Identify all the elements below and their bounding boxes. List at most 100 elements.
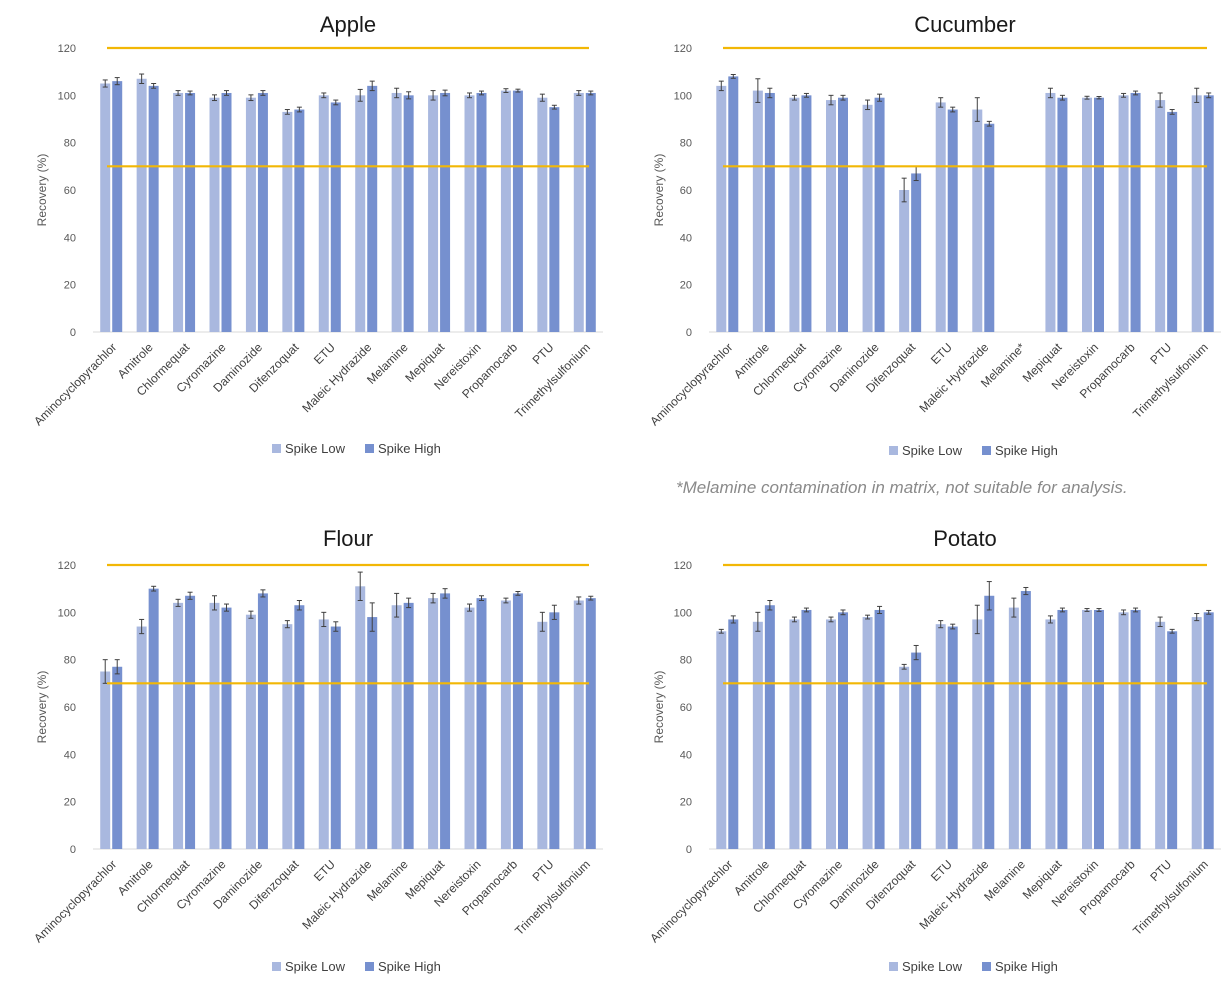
bar-spike-high <box>112 666 123 849</box>
bar-spike-high <box>112 81 123 332</box>
bar-spike-high <box>440 593 451 849</box>
bar-spike-high <box>1057 609 1068 849</box>
bar-spike-low <box>318 619 329 849</box>
bar-spike-low <box>100 83 111 332</box>
bar-spike-low <box>752 621 763 849</box>
bar-spike-low <box>972 619 983 849</box>
legend-swatch-low <box>272 444 281 453</box>
bar-spike-high <box>549 107 560 333</box>
y-tick-label: 40 <box>680 232 692 244</box>
bar-spike-high <box>1020 591 1031 849</box>
legend-swatch-high <box>982 962 991 971</box>
x-category-label: ETU <box>311 857 338 884</box>
bar-spike-high <box>1167 111 1178 333</box>
bar-spike-low <box>1155 621 1166 849</box>
y-tick-label: 120 <box>58 560 76 572</box>
bar-spike-high <box>403 602 414 849</box>
bar-spike-high <box>1094 609 1104 849</box>
bar-spike-high <box>984 595 995 849</box>
x-category-label: Aminocyclopyrachlor <box>31 857 119 945</box>
bar-spike-high <box>294 605 305 849</box>
bar-spike-low <box>209 602 220 849</box>
bar-spike-low <box>537 97 548 332</box>
bar-spike-high <box>512 593 523 849</box>
bar-spike-low <box>282 624 293 849</box>
y-tick-label: 0 <box>70 844 76 856</box>
y-tick-label: 0 <box>686 844 692 856</box>
bar-spike-low <box>752 90 763 332</box>
bar-spike-high <box>221 92 232 332</box>
legend-label-low: Spike Low <box>285 441 346 456</box>
bar-spike-high <box>911 173 922 332</box>
bar-spike-low <box>428 598 439 849</box>
bar-spike-low <box>789 97 800 332</box>
bar-spike-high <box>367 85 378 332</box>
y-tick-label: 120 <box>58 43 76 55</box>
bar-spike-low <box>899 666 910 849</box>
bar-spike-low <box>573 92 584 332</box>
x-category-label: Aminocyclopyrachlor <box>647 340 735 428</box>
bar-spike-high <box>148 588 159 849</box>
bar-spike-low <box>1155 100 1166 332</box>
y-axis-label: Recovery (%) <box>652 154 666 227</box>
bar-spike-high <box>148 85 159 332</box>
legend-label-high: Spike High <box>995 959 1058 974</box>
bar-spike-low <box>573 600 584 849</box>
bar-spike-low <box>428 95 439 332</box>
y-tick-label: 20 <box>680 797 692 809</box>
legend-swatch-high <box>982 446 991 455</box>
bar-spike-high <box>330 626 341 849</box>
bar-spike-high <box>1167 631 1178 849</box>
bar-spike-low <box>500 600 511 849</box>
bar-spike-low <box>391 92 402 332</box>
bar-spike-low <box>935 102 946 332</box>
bar-spike-high <box>1057 97 1068 332</box>
bar-spike-low <box>100 671 111 849</box>
bar-spike-low <box>173 92 184 332</box>
y-tick-label: 40 <box>64 232 76 244</box>
bar-spike-high <box>1203 95 1214 332</box>
y-tick-label: 100 <box>674 607 692 619</box>
y-tick-label: 0 <box>70 327 76 339</box>
y-axis-label: Recovery (%) <box>35 154 49 227</box>
bar-spike-high <box>947 109 958 333</box>
bar-spike-high <box>257 92 268 332</box>
y-tick-label: 100 <box>674 90 692 102</box>
bar-spike-high <box>764 92 775 332</box>
bar-spike-low <box>1191 617 1202 849</box>
x-category-label: PTU <box>530 857 557 884</box>
x-category-label: PTU <box>530 340 557 367</box>
bar-spike-low <box>537 621 548 849</box>
chart-flour: Flour 0 20 40 60 80 100 120 Recovery (%) Aminocyc… <box>31 526 603 974</box>
bar-spike-low <box>136 626 147 849</box>
bar-spike-low <box>862 104 873 332</box>
bar-spike-low <box>282 111 293 333</box>
bar-spike-low <box>209 97 220 332</box>
y-tick-label: 60 <box>680 185 692 197</box>
bar-spike-low <box>826 619 836 849</box>
bar-spike-high <box>367 617 378 849</box>
bar-spike-high <box>185 92 196 332</box>
x-category-label: PTU <box>1147 340 1174 367</box>
y-tick-label: 0 <box>686 327 692 339</box>
legend-label-high: Spike High <box>378 441 441 456</box>
y-tick-label: 60 <box>680 702 692 714</box>
bar-spike-low <box>935 624 946 849</box>
bar-spike-high <box>221 607 232 849</box>
bar-spike-high <box>911 652 922 849</box>
bar-spike-low <box>136 78 147 333</box>
bar-spike-low <box>716 631 727 849</box>
bar-spike-low <box>862 617 873 849</box>
bar-spike-high <box>801 609 812 849</box>
legend-label-low: Spike Low <box>902 443 963 458</box>
chart-title: Flour <box>323 526 373 551</box>
bar-spike-low <box>1082 97 1092 332</box>
bar-spike-low <box>1008 607 1019 849</box>
bar-spike-low <box>245 97 256 332</box>
y-tick-label: 40 <box>680 749 692 761</box>
x-category-label: ETU <box>311 340 338 367</box>
bar-spike-low <box>173 602 184 849</box>
bar-spike-high <box>512 90 523 332</box>
y-tick-label: 80 <box>64 138 76 150</box>
